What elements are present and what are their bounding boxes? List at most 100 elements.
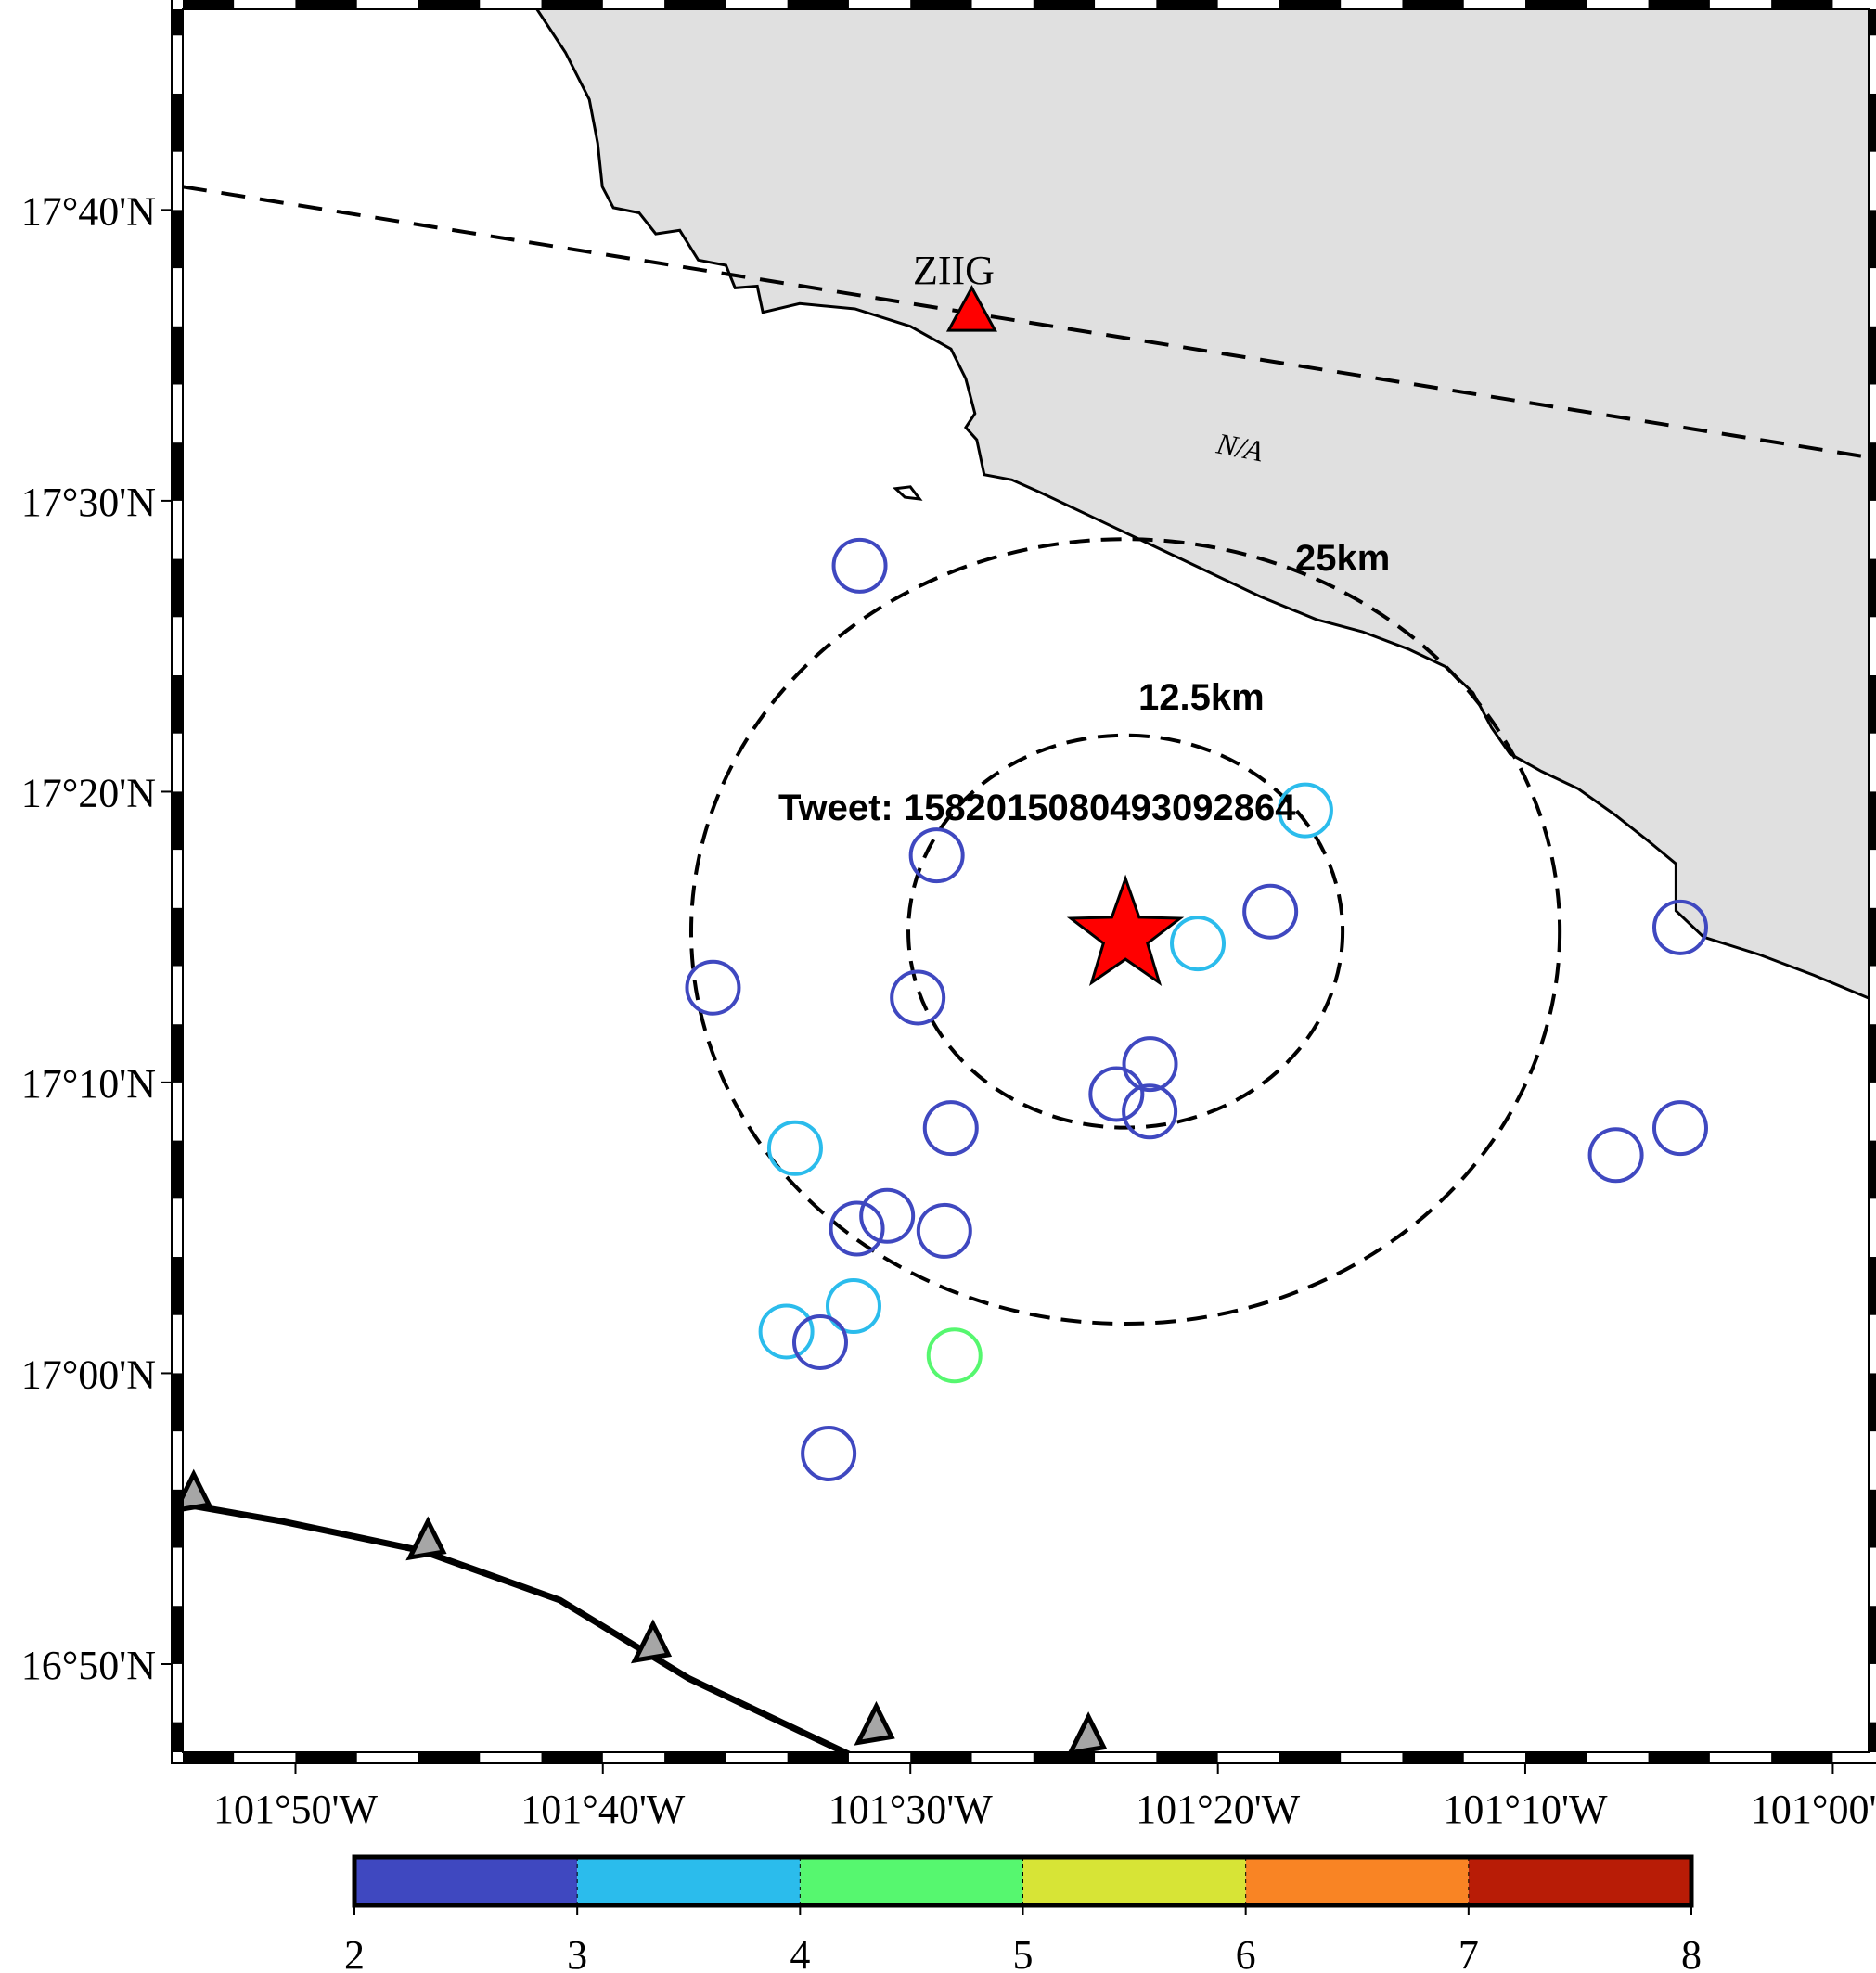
trench-tooth-1 <box>405 1516 447 1561</box>
colorbar-tick-label: 7 <box>1458 1932 1479 1973</box>
frame-tick <box>1869 558 1876 618</box>
colorbar-tick-label: 5 <box>1013 1932 1034 1973</box>
colorbar-segment-5 <box>1468 1857 1691 1905</box>
lon-tick-label: 101°20'W <box>1136 1787 1301 1832</box>
islet <box>892 485 923 501</box>
aftershock-12 <box>766 1120 823 1176</box>
frame-tick <box>787 0 849 9</box>
lat-tick-label: 17°10'N <box>21 1061 156 1107</box>
aftershock-6 <box>685 959 741 1016</box>
frame-tick <box>172 907 183 967</box>
frame-tick <box>183 0 235 9</box>
frame-tick <box>1869 1489 1876 1548</box>
frame-tick <box>1869 93 1876 152</box>
colorbar-segment-2 <box>800 1857 1023 1905</box>
frame-tick <box>541 0 603 9</box>
aftershock-22 <box>801 1425 857 1481</box>
frame-tick <box>172 675 183 734</box>
ring-label-12-5km: 12.5km <box>1138 677 1265 718</box>
frame-tick <box>1869 9 1876 36</box>
aftershock-7 <box>890 969 946 1026</box>
aftershock-16 <box>829 1200 885 1257</box>
trench-teeth <box>183 1468 1108 1752</box>
aftershock-20 <box>791 1313 848 1370</box>
aftershock-15 <box>859 1187 916 1244</box>
aftershock-1 <box>1277 782 1333 839</box>
frame-tick <box>787 1752 849 1763</box>
frame-tick <box>1869 442 1876 501</box>
aftershocks <box>685 537 1708 1481</box>
trench-tooth-3 <box>854 1700 895 1746</box>
frame-tick <box>1156 1752 1218 1763</box>
frame-tick <box>172 1373 183 1432</box>
frame-tick <box>1869 675 1876 734</box>
frame-tick <box>1402 1752 1464 1763</box>
aftershock-9 <box>1088 1066 1145 1122</box>
frame-tick <box>295 0 357 9</box>
range-ring-0 <box>906 733 1345 1130</box>
aftershock-21 <box>926 1327 983 1384</box>
frame-tick <box>1648 1752 1710 1763</box>
frame-tick <box>1525 0 1587 9</box>
frame-tick <box>1869 326 1876 385</box>
lon-tick-label: 101°50'W <box>213 1787 379 1832</box>
frame-tick <box>1869 1722 1876 1752</box>
frame-tick <box>1869 1373 1876 1432</box>
frame-tick <box>418 0 481 9</box>
frame-tick <box>172 558 183 618</box>
aftershock-3 <box>1242 883 1299 940</box>
aftershock-10 <box>1122 1083 1178 1140</box>
aftershock-0 <box>831 537 888 594</box>
trench-line <box>183 1501 853 1752</box>
frame-tick <box>910 1752 972 1763</box>
colorbar-tick-labels: 2 3 4 5 6 7 8 <box>344 1905 1702 1973</box>
frame-tick <box>172 1606 183 1664</box>
frame-tick <box>172 93 183 152</box>
frame-tick <box>1771 1752 1833 1763</box>
frame-tick <box>172 1257 183 1315</box>
colorbar-segment-1 <box>577 1857 801 1905</box>
aftershock-17 <box>916 1202 972 1259</box>
frame-tick <box>1869 1140 1876 1199</box>
frame-tick <box>1869 791 1876 851</box>
frame-tick <box>183 1752 235 1763</box>
longitude-tick-labels: 101°50'W 101°40'W 101°30'W 101°20'W 101°10'W… <box>213 1787 1876 1832</box>
colorbar-tick-label: 3 <box>567 1932 587 1973</box>
frame-tick <box>172 210 183 269</box>
lat-tick-label: 17°30'N <box>21 480 156 525</box>
lat-tick-label: 17°40'N <box>21 188 156 234</box>
frame-tick <box>1156 0 1218 9</box>
lat-tick-label: 17°00'N <box>21 1352 156 1397</box>
aftershock-13 <box>1587 1127 1644 1184</box>
frame-tick <box>664 1752 726 1763</box>
frame-tick <box>910 0 972 9</box>
station-triangle <box>945 285 997 332</box>
station-label: ZIIG <box>913 248 995 293</box>
frame-outer <box>171 0 1876 1764</box>
aftershock-18 <box>825 1278 881 1335</box>
frame-tick <box>172 442 183 501</box>
colorbar-tick-label: 6 <box>1236 1932 1256 1973</box>
frame-tick <box>541 1752 603 1763</box>
frame-tick <box>1869 907 1876 967</box>
frame-tick <box>172 326 183 385</box>
frame-tick <box>1033 0 1096 9</box>
colorbar-segment-0 <box>354 1857 578 1905</box>
colorbar-tick-label: 4 <box>790 1932 810 1973</box>
aftershock-4 <box>1170 916 1227 972</box>
frame-tick <box>1869 1257 1876 1315</box>
trench-tooth-2 <box>630 1619 673 1664</box>
frame-tick <box>172 791 183 851</box>
aftershock-19 <box>758 1303 815 1360</box>
frame-tick <box>172 1024 183 1083</box>
frame-tick <box>172 1140 183 1199</box>
lat-tick-label: 16°50'N <box>21 1643 156 1688</box>
frame-inner <box>182 8 1870 1753</box>
frame-tick <box>172 9 183 36</box>
frame-tick <box>1033 1752 1096 1763</box>
lat-tick-label: 17°20'N <box>21 770 156 815</box>
trench-tooth-0 <box>183 1468 212 1512</box>
aftershock-8 <box>1122 1036 1178 1093</box>
range-ring-1 <box>688 537 1562 1326</box>
